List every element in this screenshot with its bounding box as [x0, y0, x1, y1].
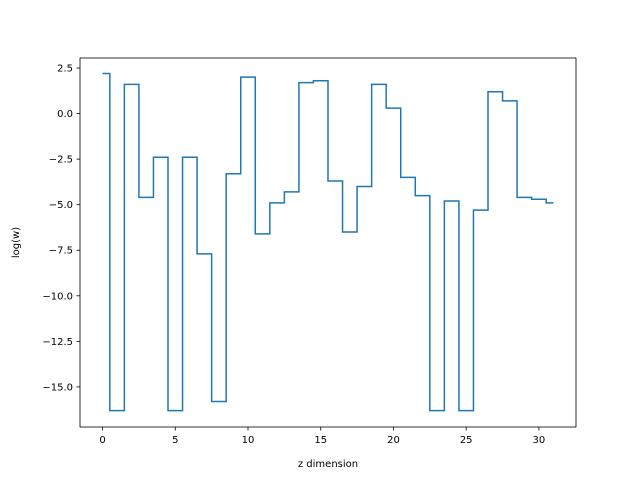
x-tick-label: 10: [242, 435, 255, 446]
x-axis: 0 5 10 15 20 25 30: [99, 427, 545, 446]
plot-area: [102, 72, 554, 412]
x-tick-label: 30: [533, 435, 546, 446]
x-tick-label: 25: [460, 435, 473, 446]
y-tick-label: −12.5: [42, 337, 73, 348]
x-tick-label: 20: [387, 435, 400, 446]
y-tick-label: 2.5: [57, 64, 73, 75]
x-tick-label: 0: [99, 435, 105, 446]
y-tick-label: −5.0: [49, 200, 73, 211]
y-tick-label: −2.5: [49, 155, 73, 166]
y-axis-label: log(w): [11, 227, 22, 258]
x-axis-label: z dimension: [298, 459, 358, 470]
series-line: [102, 72, 554, 412]
y-tick-label: −10.0: [42, 291, 73, 302]
x-tick-label: 5: [172, 435, 178, 446]
x-tick-label: 15: [314, 435, 327, 446]
y-tick-label: 0.0: [57, 109, 73, 120]
y-tick-label: −7.5: [49, 246, 73, 257]
y-tick-label: −15.0: [42, 382, 73, 393]
axes-frame: [79, 57, 577, 428]
y-axis: 2.5 0.0 −2.5 −5.0 −7.5 −10.0 −12.5 −15.0: [42, 64, 80, 393]
